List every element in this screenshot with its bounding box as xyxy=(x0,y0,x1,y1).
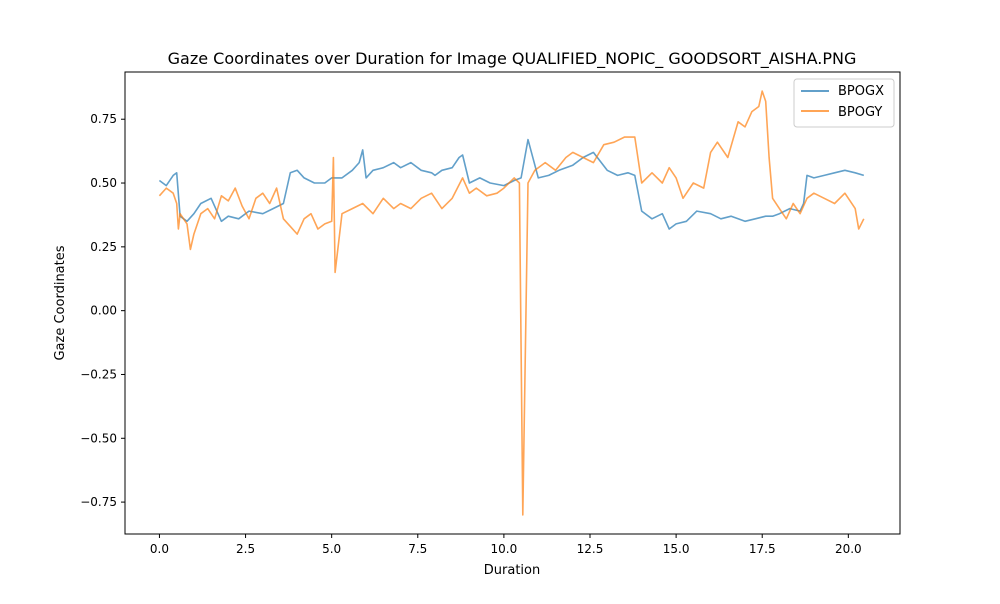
x-tick-label: 17.5 xyxy=(749,542,776,556)
legend-label-bpogx: BPOGX xyxy=(838,84,884,99)
y-tick-label: −0.25 xyxy=(80,367,117,381)
y-axis: 0.75 0.50 0.25 0.00 −0.25 −0.50 −0.75 xyxy=(80,112,125,509)
plot-area-background xyxy=(125,72,900,534)
series-line-bpogx xyxy=(158,138,865,230)
series-line-bpogy xyxy=(158,90,865,516)
x-tick-label: 2.5 xyxy=(236,542,255,556)
series-layer xyxy=(158,90,865,516)
y-tick-label: 0.75 xyxy=(90,112,117,126)
legend: BPOGX BPOGY xyxy=(793,78,895,128)
legend-label-bpogy: BPOGY xyxy=(838,105,882,120)
x-tick-label: 0.0 xyxy=(150,542,169,556)
y-tick-label: 0.00 xyxy=(90,304,117,318)
y-tick-label: 0.25 xyxy=(90,240,117,254)
x-tick-label: 10.0 xyxy=(491,542,518,556)
plot-area-frame xyxy=(124,71,901,535)
y-tick-label: 0.50 xyxy=(90,176,117,190)
x-tick-label: 7.5 xyxy=(408,542,427,556)
x-tick-label: 5.0 xyxy=(322,542,341,556)
y-axis-label: Gaze Coordinates xyxy=(53,245,68,360)
x-axis-label: Duration xyxy=(484,563,540,578)
x-tick-label: 12.5 xyxy=(577,542,604,556)
chart-title: Gaze Coordinates over Duration for Image… xyxy=(168,49,857,69)
y-tick-label: −0.75 xyxy=(80,495,117,509)
x-tick-label: 15.0 xyxy=(663,542,690,556)
x-axis: 0.0 2.5 5.0 7.5 10.0 12.5 15.0 17.5 20.0 xyxy=(150,534,862,556)
y-tick-label: −0.50 xyxy=(80,431,117,445)
x-tick-label: 20.0 xyxy=(835,542,862,556)
